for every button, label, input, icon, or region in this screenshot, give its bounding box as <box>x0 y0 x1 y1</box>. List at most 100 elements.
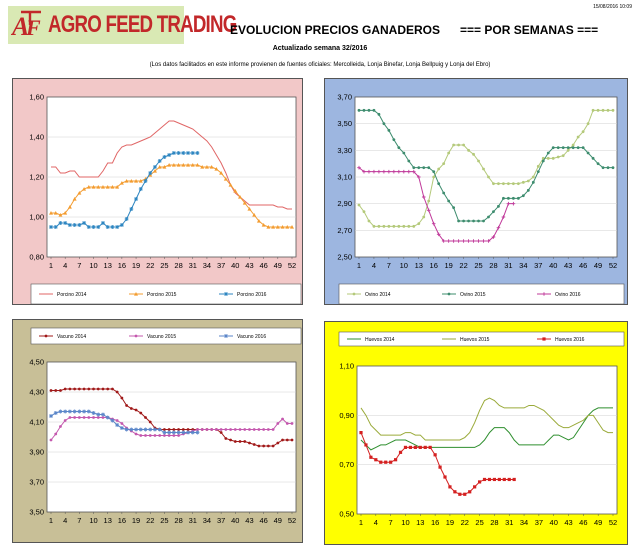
huevos-x-tick-label: 37 <box>535 518 543 527</box>
ovino-data-point <box>576 146 580 150</box>
ovino-data-point <box>576 135 580 139</box>
ovino-data-point <box>596 108 600 112</box>
ovino-chart-panel: 2,50 2,70 2,90 3,10 3,30 3,50 3,70 1 4 7 10 13 16 19 2… <box>324 78 628 305</box>
ovino-data-point <box>581 146 585 150</box>
vacuno-x-tick-label: 34 <box>203 516 211 525</box>
vacuno-legend-marker <box>224 334 228 338</box>
ovino-y-tick-label: 2,50 <box>337 253 352 262</box>
vacuno-data-point <box>224 428 228 431</box>
vacuno-data-point <box>96 387 100 391</box>
vacuno-data-point <box>139 411 143 415</box>
vacuno-data-point <box>96 416 100 419</box>
ovino-x-tick-label: 16 <box>430 261 438 270</box>
ovino-data-point <box>407 224 411 228</box>
huevos-x-tick-label: 25 <box>475 518 483 527</box>
porcino-data-point <box>67 205 72 209</box>
porcino-x-tick-label: 43 <box>245 261 253 270</box>
porcino-data-point <box>53 225 58 229</box>
ovino-data-point <box>387 224 391 228</box>
porcino-series-1 <box>51 120 292 210</box>
porcino-data-point <box>280 225 285 229</box>
huevos-data-point <box>389 460 393 464</box>
ovino-data-point <box>436 232 441 237</box>
vacuno-y-tick-label: 3,90 <box>29 448 44 457</box>
huevos-data-point <box>492 477 497 482</box>
ovino-data-point <box>432 170 436 174</box>
ovino-data-point <box>362 169 366 174</box>
vacuno-data-point <box>186 430 191 435</box>
ovino-data-point <box>452 206 456 210</box>
huevos-x-tick-label: 28 <box>490 518 498 527</box>
porcino-chart-panel: 0,80 1,00 1,20 1,40 1,60 1 4 7 10 13 16 19 22 25 28 31 3… <box>12 78 303 305</box>
vacuno-data-point <box>229 438 232 442</box>
porcino-x-tick-label: 19 <box>132 261 140 270</box>
porcino-data-point <box>124 217 129 221</box>
huevos-x-tick-label: 1 <box>359 518 363 527</box>
huevos-data-point <box>502 477 506 482</box>
huevos-data-point <box>443 475 447 479</box>
vacuno-data-point <box>248 428 251 431</box>
ovino-data-point <box>472 219 475 223</box>
huevos-y-tick-label: 0,90 <box>339 411 354 420</box>
ovino-data-point <box>477 219 480 223</box>
porcino-data-point <box>204 165 209 169</box>
porcino-data-point <box>167 153 172 157</box>
ovino-data-point <box>551 156 555 160</box>
vacuno-data-point <box>157 427 162 432</box>
ovino-x-tick-label: 19 <box>444 261 452 270</box>
porcino-data-point <box>219 171 224 175</box>
vacuno-series-3 <box>49 409 200 435</box>
ovino-legend-label: Ovino 2014 <box>365 292 391 298</box>
porcino-data-point <box>162 165 167 169</box>
porcino-x-tick-label: 4 <box>63 261 67 270</box>
porcino-data-point <box>67 223 72 227</box>
vacuno-series-line <box>50 417 292 441</box>
vacuno-data-point <box>63 409 68 414</box>
vacuno-data-point <box>167 430 172 435</box>
porcino-data-point <box>143 179 148 183</box>
ovino-data-point <box>482 167 485 171</box>
ovino-data-point <box>501 215 506 219</box>
vacuno-data-point <box>86 409 91 414</box>
ovino-data-point <box>497 182 500 186</box>
ovino-x-tick-label: 22 <box>459 261 467 270</box>
porcino-x-tick-label: 1 <box>49 261 53 270</box>
vacuno-data-point <box>82 409 87 414</box>
vacuno-data-point <box>144 434 147 437</box>
porcino-data-point <box>190 151 195 155</box>
vacuno-data-point <box>152 427 157 432</box>
ovino-chart-svg: 2,50 2,70 2,90 3,10 3,30 3,50 3,70 1 4 7 10 13 16 19 2… <box>337 93 625 304</box>
porcino-data-point <box>152 165 157 169</box>
ovino-data-point <box>482 219 485 223</box>
vacuno-x-tick-label: 4 <box>63 516 67 525</box>
vacuno-y-tick-label: 4,10 <box>29 418 44 427</box>
ovino-legend-label: Ovino 2015 <box>460 292 486 298</box>
vacuno-data-point <box>138 427 143 432</box>
vacuno-data-point <box>266 444 270 448</box>
porcino-data-point <box>162 155 167 159</box>
ovino-data-point <box>561 154 565 158</box>
porcino-data-point <box>275 225 280 229</box>
vacuno-data-point <box>181 430 186 435</box>
porcino-x-tick-label: 22 <box>146 261 154 270</box>
vacuno-data-point <box>115 419 119 422</box>
vacuno-data-point <box>63 387 67 391</box>
huevos-legend-marker <box>542 337 546 341</box>
porcino-data-point <box>266 225 271 229</box>
porcino-data-point <box>72 197 77 201</box>
porcino-legend-marker <box>134 292 138 296</box>
ovino-x-tick-label: 7 <box>387 261 391 270</box>
vacuno-x-tick-label: 49 <box>274 516 282 525</box>
vacuno-data-point <box>139 434 143 437</box>
huevos-data-point <box>497 477 501 482</box>
vacuno-x-tick-label: 16 <box>118 516 126 525</box>
ovino-data-point <box>402 151 406 155</box>
ovino-data-point <box>502 182 505 186</box>
porcino-data-point <box>58 213 63 217</box>
porcino-y-tick-label: 1,40 <box>29 133 44 142</box>
ovino-data-point <box>571 143 575 147</box>
ovino-data-point <box>402 224 406 228</box>
vacuno-data-point <box>252 443 256 446</box>
ovino-legend-label: Ovino 2016 <box>555 292 581 298</box>
ovino-data-point <box>367 219 371 223</box>
